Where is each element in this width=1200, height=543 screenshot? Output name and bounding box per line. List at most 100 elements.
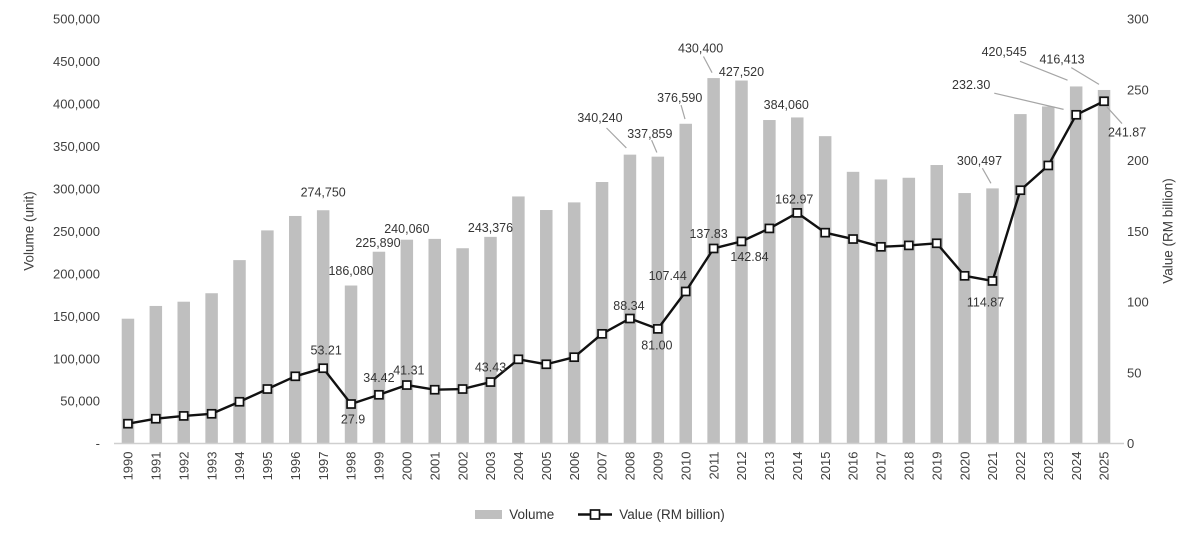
line-label-1998: 27.9: [341, 412, 365, 426]
line-label-1999: 34.42: [363, 371, 394, 385]
value-point-1994: [234, 396, 245, 407]
bar-1994: [233, 260, 246, 444]
x-tick-2004: 2004: [511, 452, 526, 481]
value-point-2023: [1043, 160, 1054, 171]
value-line: [127, 100, 1105, 425]
legend-item-value: Value (RM billion): [578, 507, 725, 522]
x-tick-2002: 2002: [455, 452, 470, 481]
bar-label-leader-2011: [702, 56, 713, 73]
value-point-2021: [987, 276, 998, 286]
bar-2011: [707, 78, 720, 444]
x-tick-2022: 2022: [1013, 452, 1028, 481]
x-tick-2010: 2010: [678, 452, 693, 481]
value-point-2008: [625, 313, 635, 324]
y-tick-left-4: 300,000: [53, 181, 100, 196]
x-tick-2024: 2024: [1069, 452, 1084, 481]
x-tick-2014: 2014: [790, 452, 805, 481]
bar-1995: [261, 230, 274, 444]
value-point-2012: [736, 236, 747, 247]
bar-2022: [1014, 114, 1027, 444]
bar-2017: [874, 179, 888, 444]
value-point-1998: [346, 399, 356, 409]
x-tick-2016: 2016: [846, 452, 861, 481]
line-label-2025: 241.87: [1108, 126, 1146, 140]
bar-2004: [512, 196, 525, 444]
bar-2016: [846, 171, 860, 444]
legend-volume-label: Volume: [509, 506, 555, 522]
y-tick-left-7: 150,000: [53, 309, 100, 324]
y-tick-right-2: 200: [1127, 153, 1149, 168]
value-point-1997: [318, 363, 329, 374]
x-tick-1990: 1990: [121, 452, 136, 481]
bar-2021: [986, 188, 999, 444]
bar-label-2009: 337,859: [627, 127, 672, 141]
x-tick-2020: 2020: [957, 452, 972, 481]
bar-label-leader-2025: [1070, 67, 1100, 85]
x-tick-2007: 2007: [595, 452, 610, 481]
x-tick-1998: 1998: [344, 452, 359, 481]
value-point-1995: [262, 384, 273, 394]
x-tick-2018: 2018: [902, 452, 917, 481]
legend: Volume Value (RM billion): [0, 502, 1200, 526]
bar-2006: [567, 202, 581, 444]
x-tick-1992: 1992: [176, 452, 191, 481]
line-label-2011: 137.83: [689, 227, 727, 241]
bar-label-2014: 384,060: [764, 98, 809, 112]
value-point-2024: [1071, 109, 1082, 120]
value-line-marker-icon: [578, 508, 613, 520]
bar-label-leader-2009: [651, 139, 658, 153]
bar-label-2003: 243,376: [468, 221, 513, 235]
value-point-2002: [457, 384, 468, 394]
x-tick-1997: 1997: [316, 452, 331, 481]
line-label-2024: 232.30: [952, 78, 990, 92]
bar-label-leader-2021: [981, 167, 992, 184]
y-tick-left-3: 350,000: [53, 139, 100, 154]
y-tick-left-0: 500,000: [53, 12, 100, 27]
x-tick-2006: 2006: [567, 452, 582, 481]
y-tick-left-1: 450,000: [53, 54, 100, 69]
x-tick-1999: 1999: [372, 452, 387, 481]
bar-label-2025: 416,413: [1039, 52, 1084, 66]
line-label-leader-2025: [1106, 106, 1123, 124]
value-point-2000: [401, 380, 412, 390]
bar-label-2000: 240,060: [384, 222, 429, 236]
y-tick-right-6: 0: [1127, 436, 1134, 451]
bar-label-1999: 225,890: [355, 236, 400, 250]
x-tick-2005: 2005: [539, 452, 554, 481]
value-point-1993: [206, 408, 217, 419]
bar-label-leader-2008: [606, 127, 627, 149]
y-tick-right-0: 300: [1127, 12, 1149, 27]
bar-2018: [902, 177, 916, 444]
volume-bar-swatch-icon: [475, 509, 503, 519]
value-point-2004: [513, 354, 524, 365]
value-point-1992: [178, 411, 189, 421]
line-label-2021: 114.87: [967, 295, 1004, 309]
line-label-2010: 107.44: [649, 269, 687, 283]
x-tick-1993: 1993: [204, 452, 219, 481]
line-label-2003: 43.43: [475, 360, 506, 374]
x-tick-2025: 2025: [1097, 452, 1112, 481]
x-tick-2001: 2001: [427, 452, 442, 481]
bar-2000: [400, 239, 414, 444]
value-point-2011: [708, 243, 719, 254]
bar-2019: [930, 165, 943, 444]
value-point-1996: [290, 371, 301, 382]
value-point-2022: [1015, 185, 1026, 196]
x-tick-2011: 2011: [706, 452, 721, 480]
x-tick-2012: 2012: [734, 452, 749, 481]
y-tick-left-2: 400,000: [53, 97, 100, 112]
bar-2010: [679, 123, 692, 444]
bar-label-leader-2024: [1019, 60, 1068, 81]
value-point-2018: [903, 240, 914, 251]
line-label-1997: 53.21: [311, 344, 342, 358]
value-point-2025: [1099, 96, 1109, 107]
line-label-2008: 88.34: [613, 299, 644, 313]
value-point-2006: [569, 352, 580, 363]
bar-2015: [818, 136, 832, 444]
value-point-2005: [541, 359, 552, 370]
value-point-2017: [876, 241, 886, 252]
bar-2008: [623, 154, 637, 444]
x-tick-2015: 2015: [818, 452, 833, 481]
value-point-2015: [820, 227, 831, 238]
